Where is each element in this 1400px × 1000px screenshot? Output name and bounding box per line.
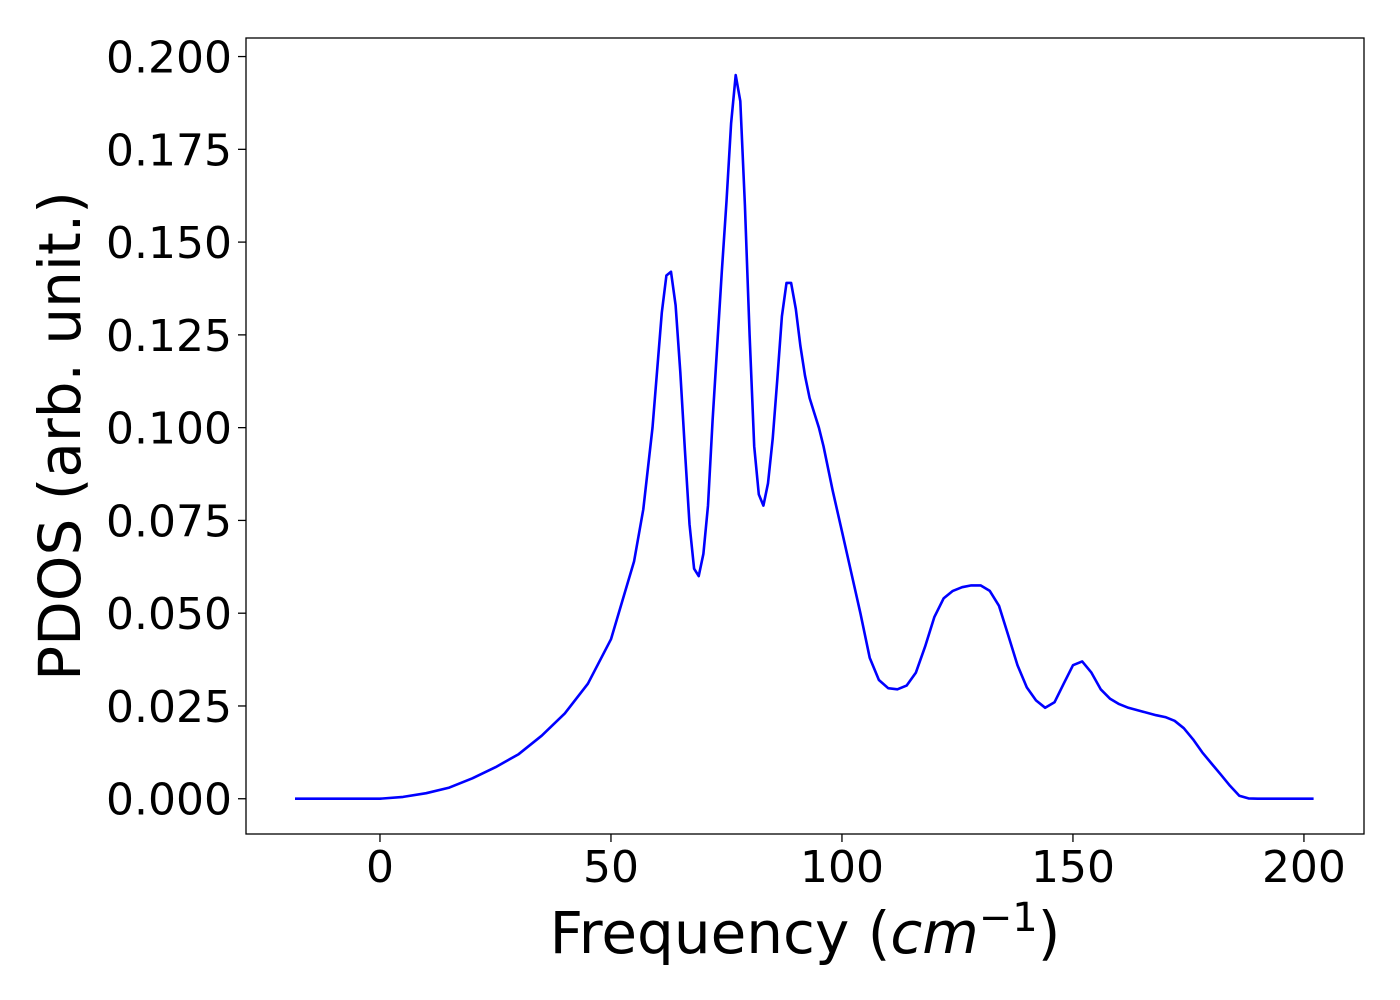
x-axis-label-superscript: −1 [979,895,1038,941]
x-tick-label: 0 [366,842,394,893]
x-axis-label-prefix: Frequency ( [550,899,891,967]
y-tick-label: 0.100 [106,404,232,455]
x-tick-label: 50 [583,842,639,893]
x-tick-label: 200 [1262,842,1346,893]
pdos-line [295,73,1314,800]
x-axis-label-math: cm [890,899,978,967]
x-axis-label: Frequency (cm−1) [550,895,1061,967]
y-tick-label: 0.175 [106,125,232,176]
x-tick-label: 150 [1031,842,1115,893]
y-tick-label: 0.150 [106,218,232,269]
y-tick-label: 0.125 [106,311,232,362]
x-axis-label-suffix: ) [1038,899,1061,967]
plot-area-frame [245,37,1365,835]
x-tick-label: 100 [800,842,884,893]
y-axis-label: PDOS (arb. unit.) [26,191,94,681]
y-tick-label: 0.075 [106,496,232,547]
y-tick-label: 0.000 [106,775,232,826]
series-group [295,73,1314,800]
y-tick-label: 0.025 [106,682,232,733]
y-tick-label: 0.050 [106,589,232,640]
axis-ticks: 0 50 100 150 200 0.000 0.025 0.050 0.075 0.100 0.1… [106,33,1346,893]
y-tick-label: 0.200 [106,33,232,84]
